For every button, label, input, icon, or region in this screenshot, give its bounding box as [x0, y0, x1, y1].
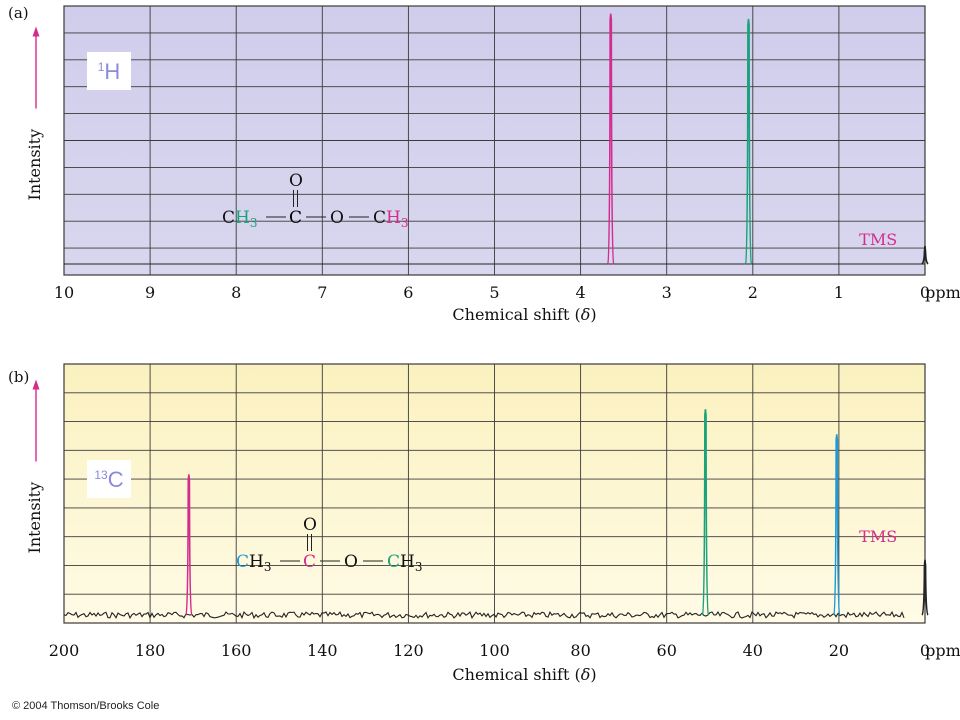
grid: [63, 6, 926, 275]
molecule-structure: CH3 COO CH3: [222, 171, 408, 230]
x-tick-label: 3: [662, 283, 672, 302]
nucleus-label-box: [87, 460, 131, 498]
x-tick-label: 60: [657, 641, 677, 660]
annotation-tms: TMS: [859, 527, 897, 546]
y-axis-label: Intensity: [25, 129, 44, 201]
peak-3: [921, 559, 929, 616]
peak-2: [832, 434, 841, 616]
grid: [63, 364, 926, 623]
x-tick-label: 40: [743, 641, 763, 660]
x-tick-label: 6: [403, 283, 413, 302]
peak-0: [606, 13, 615, 265]
x-tick-label: 0: [920, 283, 930, 302]
x-tick-label: 9: [145, 283, 155, 302]
molecule-ester-oxygen: O: [330, 208, 344, 228]
molecule-ch3-left: CH3: [236, 552, 271, 574]
x-tick-label: 1: [834, 283, 844, 302]
peak-1: [744, 18, 753, 265]
x-unit-label: ppm: [925, 283, 960, 302]
molecule-carbon: C: [303, 552, 316, 572]
x-tick-label: 20: [829, 641, 849, 660]
x-tick-label: 7: [317, 283, 327, 302]
molecule-carbon: C: [289, 208, 302, 228]
x-tick-label: 160: [221, 641, 252, 660]
x-tick-label: 200: [49, 641, 80, 660]
x-tick-label: 140: [307, 641, 338, 660]
molecule-ch3-right: CH3: [387, 552, 422, 574]
x-tick-label: 0: [920, 641, 930, 660]
molecule-ch3-left: CH3: [222, 208, 257, 230]
x-tick-label: 4: [576, 283, 586, 302]
baseline-trace: [63, 610, 905, 620]
panel-label: (b): [8, 368, 29, 386]
nucleus-label-box: [87, 52, 131, 90]
y-axis-label: Intensity: [25, 482, 44, 554]
molecule-ester-oxygen: O: [344, 552, 358, 572]
peak-2: [921, 245, 929, 265]
x-axis-title: Chemical shift (δ): [452, 305, 596, 324]
x-axis-title: Chemical shift (δ): [452, 665, 596, 684]
panel-label: (a): [8, 4, 29, 22]
nucleus-label-text: 13C: [94, 467, 123, 492]
x-tick-label: 100: [479, 641, 510, 660]
nucleus-label: 13C: [87, 460, 131, 498]
y-arrow-head: [32, 379, 40, 390]
copyright-text: © 2004 Thomson/Brooks Cole: [12, 700, 160, 712]
x-tick-label: 8: [231, 283, 241, 302]
molecule-carbonyl-oxygen: O: [303, 515, 317, 535]
x-tick-label: 180: [135, 641, 166, 660]
annotation-tms: TMS: [859, 230, 897, 249]
peak-0: [185, 474, 193, 616]
molecule-carbonyl-oxygen: O: [289, 171, 303, 191]
x-tick-label: 5: [489, 283, 499, 302]
molecule-structure: CH3 COO CH3: [236, 515, 422, 574]
x-unit-label: ppm: [925, 641, 960, 660]
x-tick-label: 120: [393, 641, 424, 660]
peak-1: [701, 409, 710, 616]
x-tick-label: 10: [54, 283, 74, 302]
x-tick-label: 2: [748, 283, 758, 302]
molecule-ch3-right: CH3: [373, 208, 408, 230]
nucleus-label: 1H: [87, 52, 131, 90]
nucleus-label-text: 1H: [98, 59, 121, 84]
y-arrow-head: [32, 26, 40, 37]
x-tick-label: 80: [570, 641, 590, 660]
